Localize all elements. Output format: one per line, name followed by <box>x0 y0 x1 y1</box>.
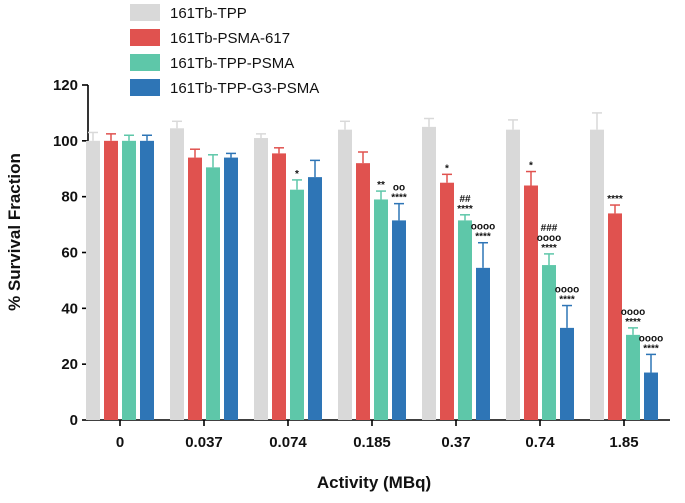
significance-label: **** <box>541 243 557 254</box>
x-axis-title: Activity (MBq) <box>317 473 431 492</box>
bar <box>140 140 154 421</box>
bar <box>560 327 574 420</box>
significance-label: oooo <box>555 285 579 296</box>
series-group <box>86 112 604 421</box>
bar <box>374 199 388 420</box>
series-group: oo****oooo****oooo****oooo**** <box>140 134 663 421</box>
legend-item: 161Tb-PSMA-617 <box>130 29 290 47</box>
bar <box>308 177 322 420</box>
y-tick-label: 80 <box>61 189 78 206</box>
bar <box>458 220 472 420</box>
bar <box>542 265 556 420</box>
legend-swatch <box>130 4 160 21</box>
y-tick-label: 20 <box>61 356 78 373</box>
x-tick-label: 0.37 <box>441 434 470 451</box>
bar <box>224 157 238 421</box>
bar <box>356 163 370 420</box>
series-group: * ***** <box>104 133 623 421</box>
legend-label: 161Tb-TPP <box>170 5 247 22</box>
bar <box>122 140 136 421</box>
bar <box>206 167 220 420</box>
x-tick-label: 0.037 <box>185 434 223 451</box>
x-tick-label: 0.74 <box>525 434 555 451</box>
legend-swatch <box>130 54 160 71</box>
legend-item: 161Tb-TPP <box>130 4 247 22</box>
y-tick-label: 40 <box>61 300 78 317</box>
legend-label: 161Tb-PSMA-617 <box>170 30 290 47</box>
y-tick-label: 60 <box>61 245 78 262</box>
significance-label: **** <box>457 204 473 215</box>
y-tick-label: 120 <box>53 77 78 94</box>
significance-label: ** <box>377 180 385 191</box>
bar <box>86 140 100 421</box>
bar <box>104 140 118 421</box>
legend-item: 161Tb-TPP-PSMA <box>130 54 294 72</box>
x-tick-label: 0.074 <box>269 434 307 451</box>
significance-label: ### <box>541 223 558 234</box>
bar <box>254 138 268 420</box>
y-tick-label: 100 <box>53 133 78 150</box>
legend-swatch <box>130 29 160 46</box>
significance-label: * <box>445 163 449 174</box>
bar <box>506 129 520 420</box>
legend-swatch <box>130 79 160 96</box>
y-tick-label: 0 <box>70 412 78 429</box>
bars: * ********##****###oooo****oooo****oo****… <box>86 112 663 421</box>
significance-label: **** <box>391 193 407 204</box>
legend-label: 161Tb-TPP-G3-PSMA <box>170 80 319 97</box>
x-tick-label: 0.185 <box>353 434 391 451</box>
bar <box>422 126 436 420</box>
significance-label: oo <box>393 183 405 194</box>
bar <box>524 185 538 420</box>
bar <box>188 157 202 421</box>
bar <box>170 128 184 421</box>
bar <box>440 182 454 420</box>
bar <box>626 334 640 420</box>
x-axis: 0 0.037 0.074 0.185 0.37 0.74 1.85 <box>88 419 670 451</box>
significance-label: **** <box>475 232 491 243</box>
bar <box>590 129 604 420</box>
legend-item: 161Tb-TPP-G3-PSMA <box>130 79 319 97</box>
x-tick-label: 1.85 <box>609 434 638 451</box>
chart-legend: 161Tb-TPP 161Tb-PSMA-617 161Tb-TPP-PSMA 161… <box>130 4 319 97</box>
bar <box>272 153 286 421</box>
bar <box>392 220 406 420</box>
significance-label: **** <box>607 194 623 205</box>
significance-label: **** <box>643 343 659 354</box>
significance-label: oooo <box>537 233 561 244</box>
y-axis: 0 20 40 60 80 100 120 <box>53 77 89 429</box>
bar <box>338 129 352 420</box>
y-axis-title: % Survival Fraction <box>5 153 24 311</box>
significance-label: **** <box>559 295 575 306</box>
bar <box>608 213 622 420</box>
significance-label: oooo <box>639 333 663 344</box>
significance-label: * <box>529 161 533 172</box>
x-tick-label: 0 <box>116 434 124 451</box>
significance-label: * <box>295 169 299 180</box>
bar <box>290 189 304 420</box>
significance-label: **** <box>625 317 641 328</box>
bar <box>644 372 658 420</box>
significance-label: ## <box>459 194 471 205</box>
bar <box>476 267 490 420</box>
series-group: ***##****###oooo****oooo**** <box>122 134 645 421</box>
legend-label: 161Tb-TPP-PSMA <box>170 55 294 72</box>
significance-label: oooo <box>471 222 495 233</box>
significance-label: oooo <box>621 307 645 318</box>
